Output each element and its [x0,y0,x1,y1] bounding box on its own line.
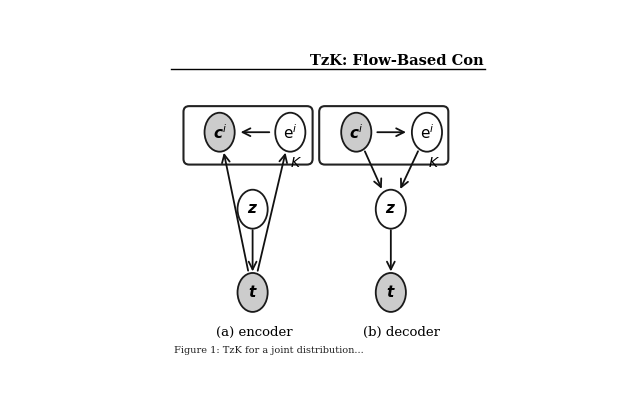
Text: $\boldsymbol{t}$: $\boldsymbol{t}$ [248,284,257,300]
Text: $\boldsymbol{c}^i$: $\boldsymbol{c}^i$ [212,123,227,142]
Ellipse shape [341,113,371,152]
Text: Figure 1: TzK for a joint distribution...: Figure 1: TzK for a joint distribution..… [174,346,364,355]
Text: (a) encoder: (a) encoder [216,326,292,339]
Text: $\mathrm{e}^i$: $\mathrm{e}^i$ [420,123,434,142]
Text: $\boldsymbol{c}^i$: $\boldsymbol{c}^i$ [349,123,364,142]
Text: $\boldsymbol{z}$: $\boldsymbol{z}$ [385,202,396,216]
Ellipse shape [275,113,305,152]
Ellipse shape [376,273,406,312]
Ellipse shape [237,273,268,312]
Text: $\mathrm{e}^i$: $\mathrm{e}^i$ [283,123,298,142]
Text: (b) decoder: (b) decoder [364,326,440,339]
Text: $\boldsymbol{z}$: $\boldsymbol{z}$ [247,202,258,216]
Text: TzK: Flow-Based Con: TzK: Flow-Based Con [310,54,483,68]
Ellipse shape [205,113,235,152]
Text: $K$: $K$ [428,156,440,171]
Ellipse shape [412,113,442,152]
Ellipse shape [376,190,406,228]
Text: $K$: $K$ [290,156,302,171]
Ellipse shape [237,190,268,228]
Text: $\boldsymbol{t}$: $\boldsymbol{t}$ [386,284,396,300]
